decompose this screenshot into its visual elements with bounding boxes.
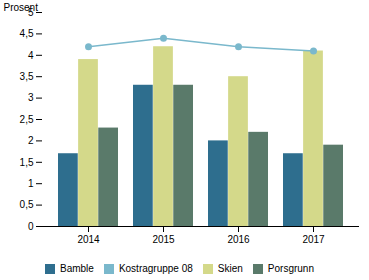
html-text:Porsgrunn: Porsgrunn bbox=[267, 263, 314, 274]
html-text:Skien: Skien bbox=[217, 263, 243, 274]
svg-text:3: 3 bbox=[28, 92, 34, 103]
html-text:Bamble: Bamble bbox=[60, 263, 94, 274]
svg-text:0,5: 0,5 bbox=[20, 199, 34, 210]
svg-text:4: 4 bbox=[28, 50, 34, 61]
svg-text:2: 2 bbox=[28, 135, 34, 146]
svg-text:0: 0 bbox=[28, 221, 34, 232]
svg-text:3,5: 3,5 bbox=[20, 71, 34, 82]
svg-text:2014: 2014 bbox=[77, 234, 100, 245]
html-text:Kostragruppe 08: Kostragruppe 08 bbox=[118, 263, 193, 274]
svg-text:1,5: 1,5 bbox=[20, 157, 34, 168]
svg-text:2,5: 2,5 bbox=[20, 114, 34, 125]
svg-text:2015: 2015 bbox=[152, 234, 175, 245]
svg-text:2017: 2017 bbox=[302, 234, 325, 245]
svg-text:4,5: 4,5 bbox=[20, 28, 34, 39]
svg-text:Prosent: Prosent bbox=[4, 2, 39, 13]
svg-text:2016: 2016 bbox=[227, 234, 250, 245]
svg-text:1: 1 bbox=[28, 178, 34, 189]
